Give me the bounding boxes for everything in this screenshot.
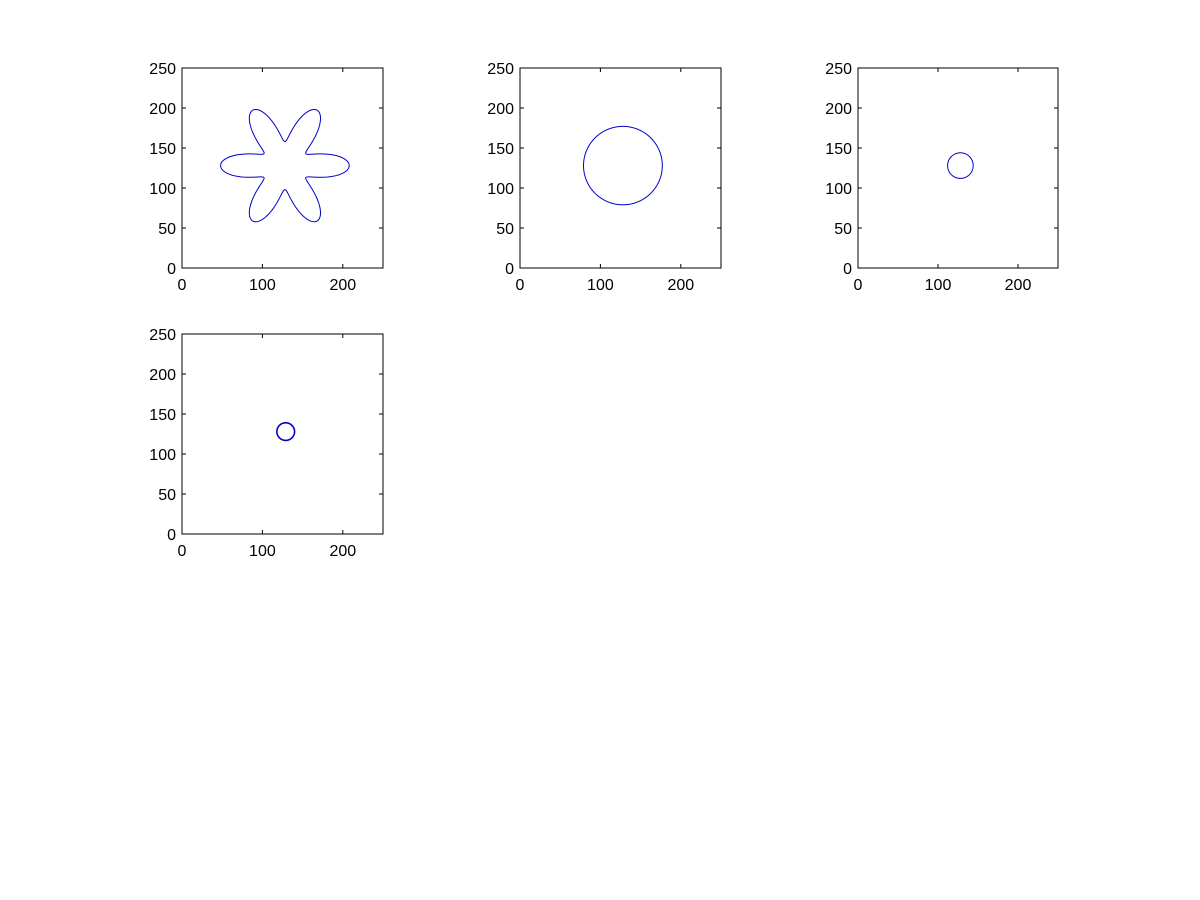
x-tick-label: 100 — [249, 543, 276, 560]
y-tick-label: 200 — [487, 101, 514, 118]
circle-contour — [947, 152, 974, 179]
y-tick-label: 150 — [149, 141, 176, 158]
circle-contour — [583, 125, 663, 206]
y-tick-label: 250 — [149, 61, 176, 78]
x-tick-label: 100 — [925, 277, 952, 294]
subplot-1: 0 100 200 0 50 100 150 200 250 — [149, 61, 384, 294]
x-tick-label: 100 — [587, 277, 614, 294]
y-tick-label: 50 — [496, 221, 514, 238]
y-tick-label: 0 — [167, 527, 176, 544]
x-tick-label: 0 — [178, 277, 187, 294]
x-tick-label: 200 — [329, 543, 356, 560]
y-tick-label: 150 — [149, 407, 176, 424]
x-tick-label: 200 — [667, 277, 694, 294]
x-tick-label: 200 — [329, 277, 356, 294]
y-tick-label: 100 — [825, 181, 852, 198]
y-tick-label: 100 — [149, 447, 176, 464]
subplot-4: 0 100 200 0 50 100 150 200 250 — [149, 327, 384, 560]
subplot-3: 0 100 200 0 50 100 150 200 250 — [825, 61, 1059, 294]
y-tick-label: 200 — [149, 101, 176, 118]
y-tick-label: 100 — [487, 181, 514, 198]
y-tick-label: 250 — [149, 327, 176, 344]
y-tick-label: 150 — [825, 141, 852, 158]
y-tick-label: 150 — [487, 141, 514, 158]
y-tick-label: 250 — [825, 61, 852, 78]
y-tick-label: 50 — [158, 221, 176, 238]
x-tick-label: 0 — [178, 543, 187, 560]
circle-contour — [276, 421, 296, 442]
y-tick-label: 0 — [505, 261, 514, 278]
y-tick-label: 0 — [843, 261, 852, 278]
star-contour — [220, 108, 350, 223]
x-tick-label: 0 — [516, 277, 525, 294]
x-tick-label: 200 — [1005, 277, 1032, 294]
axes-box — [519, 67, 722, 269]
x-tick-label: 100 — [249, 277, 276, 294]
y-tick-label: 50 — [834, 221, 852, 238]
axes-box — [857, 67, 1059, 269]
y-tick-label: 200 — [149, 367, 176, 384]
y-tick-label: 200 — [825, 101, 852, 118]
subplot-2: 0 100 200 0 50 100 150 200 250 — [487, 61, 722, 294]
y-tick-label: 50 — [158, 487, 176, 504]
y-tick-label: 100 — [149, 181, 176, 198]
x-tick-label: 0 — [854, 277, 863, 294]
axes-box — [181, 333, 384, 535]
axes-box — [181, 67, 384, 269]
y-tick-label: 250 — [487, 61, 514, 78]
y-tick-label: 0 — [167, 261, 176, 278]
